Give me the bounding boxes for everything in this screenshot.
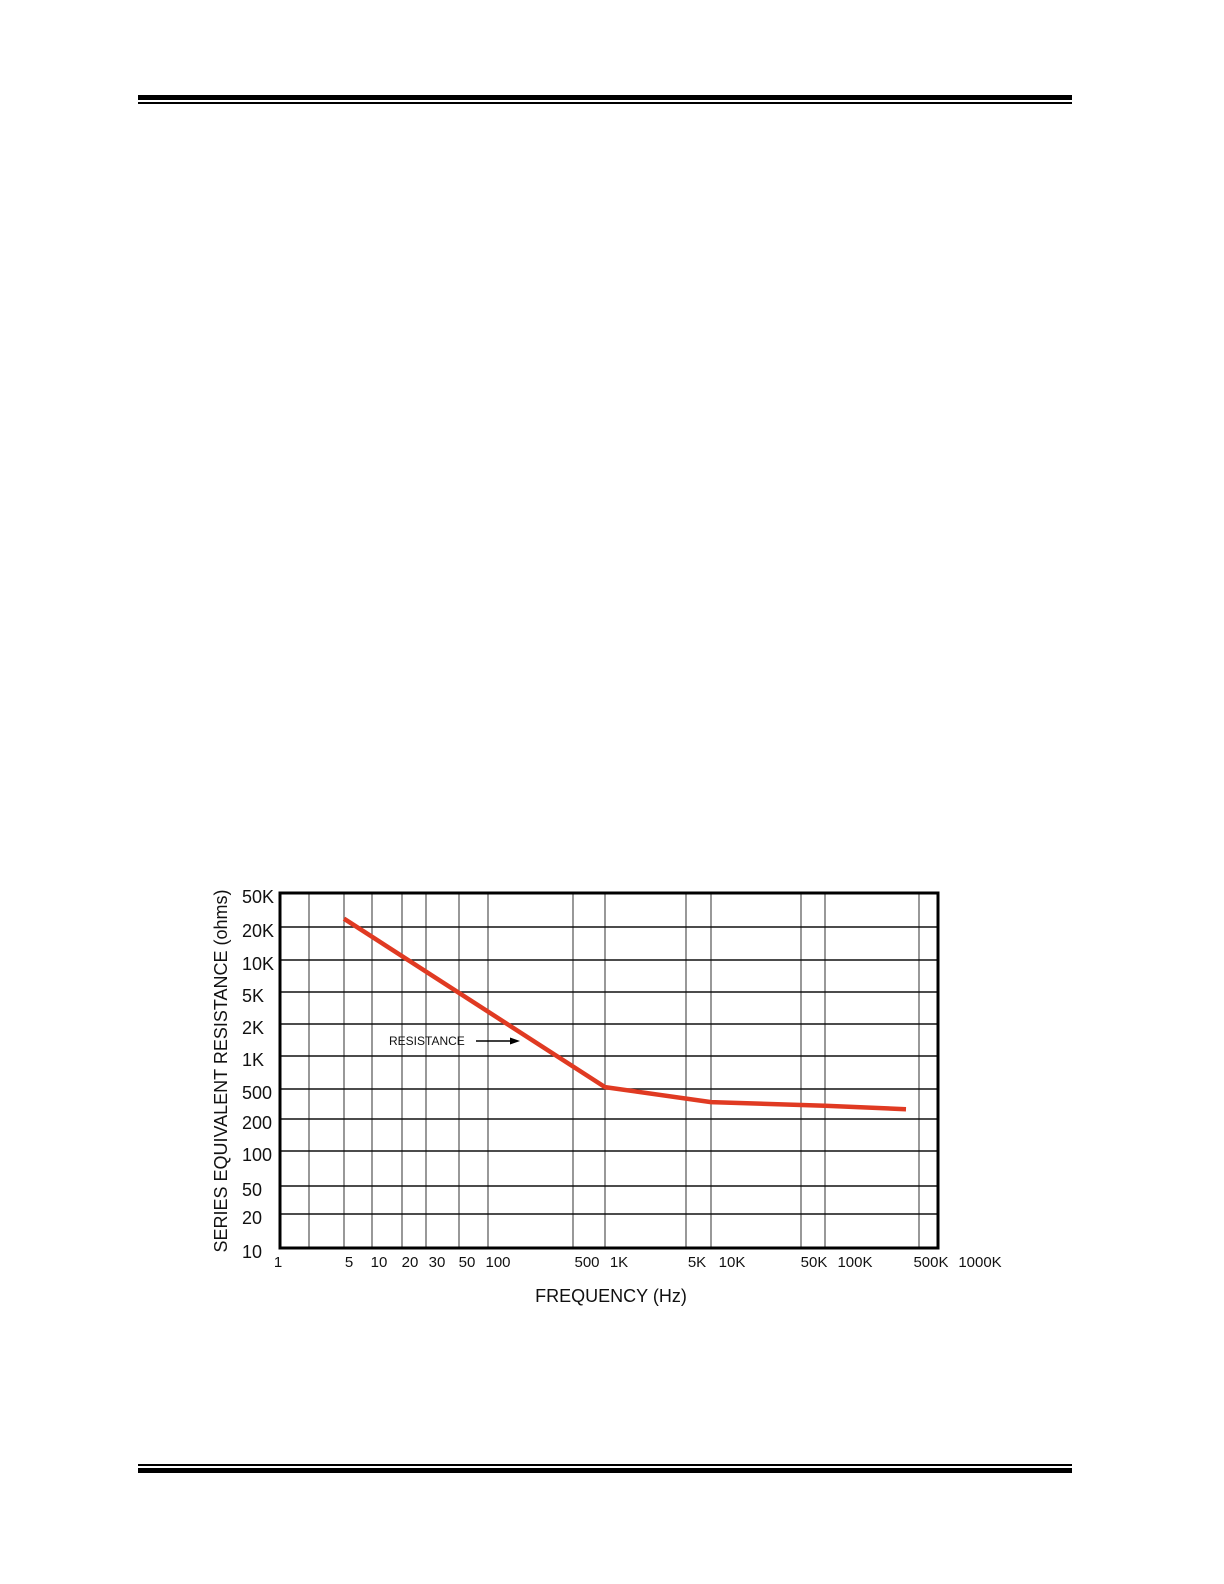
x-tick-label: 5K <box>688 1254 706 1271</box>
x-tick-label: 30 <box>429 1254 446 1271</box>
y-tick-label: 20 <box>242 1208 262 1228</box>
x-tick-label: 100K <box>837 1254 872 1271</box>
y-tick-label: 20K <box>242 921 274 941</box>
x-tick-label: 50 <box>459 1254 476 1271</box>
x-tick-label: 500K <box>913 1254 948 1271</box>
annotation-arrow <box>476 1037 520 1045</box>
x-tick-label: 500 <box>574 1254 599 1271</box>
y-axis-label: SERIES EQUIVALENT RESISTANCE (ohms) <box>211 889 231 1252</box>
y-tick-label: 10K <box>242 954 274 974</box>
x-tick-label: 1 <box>274 1254 282 1271</box>
header-rule <box>138 95 1072 104</box>
x-tick-label: 1K <box>610 1254 628 1271</box>
y-tick-label: 500 <box>242 1083 272 1103</box>
y-tick-label: 200 <box>242 1113 272 1133</box>
x-tick-label: 20 <box>402 1254 419 1271</box>
x-axis-label: FREQUENCY (Hz) <box>535 1286 687 1306</box>
footer-rule <box>138 1464 1072 1473</box>
plot-border <box>278 891 940 1250</box>
resistance-line <box>342 916 907 1112</box>
y-tick-label: 2K <box>242 1018 264 1038</box>
x-tick-label: 50K <box>801 1254 828 1271</box>
x-tick-label: 10K <box>719 1254 746 1271</box>
y-tick-label: 5K <box>242 986 264 1006</box>
y-tick-label: 10 <box>242 1242 262 1262</box>
annotation-label: RESISTANCE <box>389 1034 465 1048</box>
x-tick-label: 1000K <box>958 1254 1001 1271</box>
x-tick-label: 10 <box>371 1254 388 1271</box>
x-tick-label: 5 <box>345 1254 353 1271</box>
y-tick-label: 50K <box>242 887 274 907</box>
y-tick-label: 100 <box>242 1145 272 1165</box>
y-tick-label: 1K <box>242 1050 264 1070</box>
y-tick-label: 50 <box>242 1180 262 1200</box>
x-tick-label: 100 <box>485 1254 510 1271</box>
